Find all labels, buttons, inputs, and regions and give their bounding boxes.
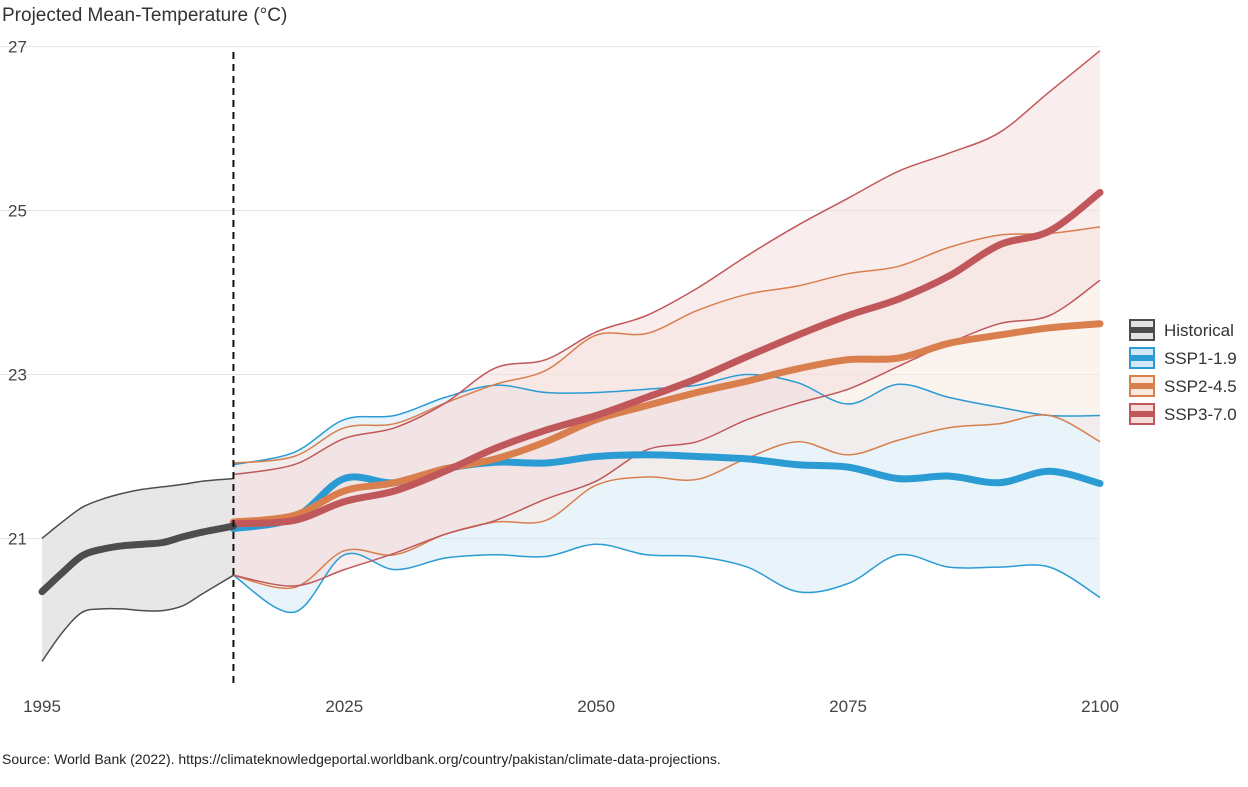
band-historical xyxy=(42,478,234,662)
mean-line-historical xyxy=(38,522,237,596)
lower-bound-ssp2-4-5 xyxy=(233,414,1101,590)
y-tick-label: 23 xyxy=(8,365,27,384)
mean-lines xyxy=(38,189,1104,596)
y-tick-label: 27 xyxy=(8,38,27,57)
y-tick-label: 25 xyxy=(8,202,27,221)
mean-line-ssp2-4-5 xyxy=(229,320,1104,526)
legend-label: SSP3-7.0 xyxy=(1164,405,1237,424)
uncertainty-bands xyxy=(42,50,1100,662)
x-tick-label: 2100 xyxy=(1081,697,1119,716)
axis-labels: 21 23 25 27 1995 2025 2050 2075 2100 xyxy=(8,38,1119,716)
upper-bound-historical xyxy=(41,477,234,539)
x-tick-label: 1995 xyxy=(23,697,61,716)
lower-bound-historical xyxy=(41,574,234,662)
legend-label: SSP1-1.9 xyxy=(1164,349,1237,368)
upper-bound-ssp3-7-0 xyxy=(233,50,1101,476)
mean-line-ssp3-7-0 xyxy=(229,189,1104,528)
lower-bound-ssp1-1-9 xyxy=(232,543,1101,613)
legend: Historical SSP1-1.9 SSP2-4.5 SSP3-7.0 xyxy=(1129,319,1237,425)
x-tick-label: 2025 xyxy=(325,697,363,716)
legend-label: SSP2-4.5 xyxy=(1164,377,1237,396)
upper-bound-ssp2-4-5 xyxy=(233,226,1101,464)
x-tick-label: 2050 xyxy=(577,697,615,716)
band-ssp3-7-0 xyxy=(233,50,1100,587)
y-tick-label: 21 xyxy=(8,529,27,548)
x-tick-label: 2075 xyxy=(829,697,867,716)
legend-label: Historical xyxy=(1164,321,1234,340)
chart-title: Projected Mean-Temperature (°C) xyxy=(2,5,288,26)
source-note: Source: World Bank (2022). https://clima… xyxy=(2,751,721,767)
